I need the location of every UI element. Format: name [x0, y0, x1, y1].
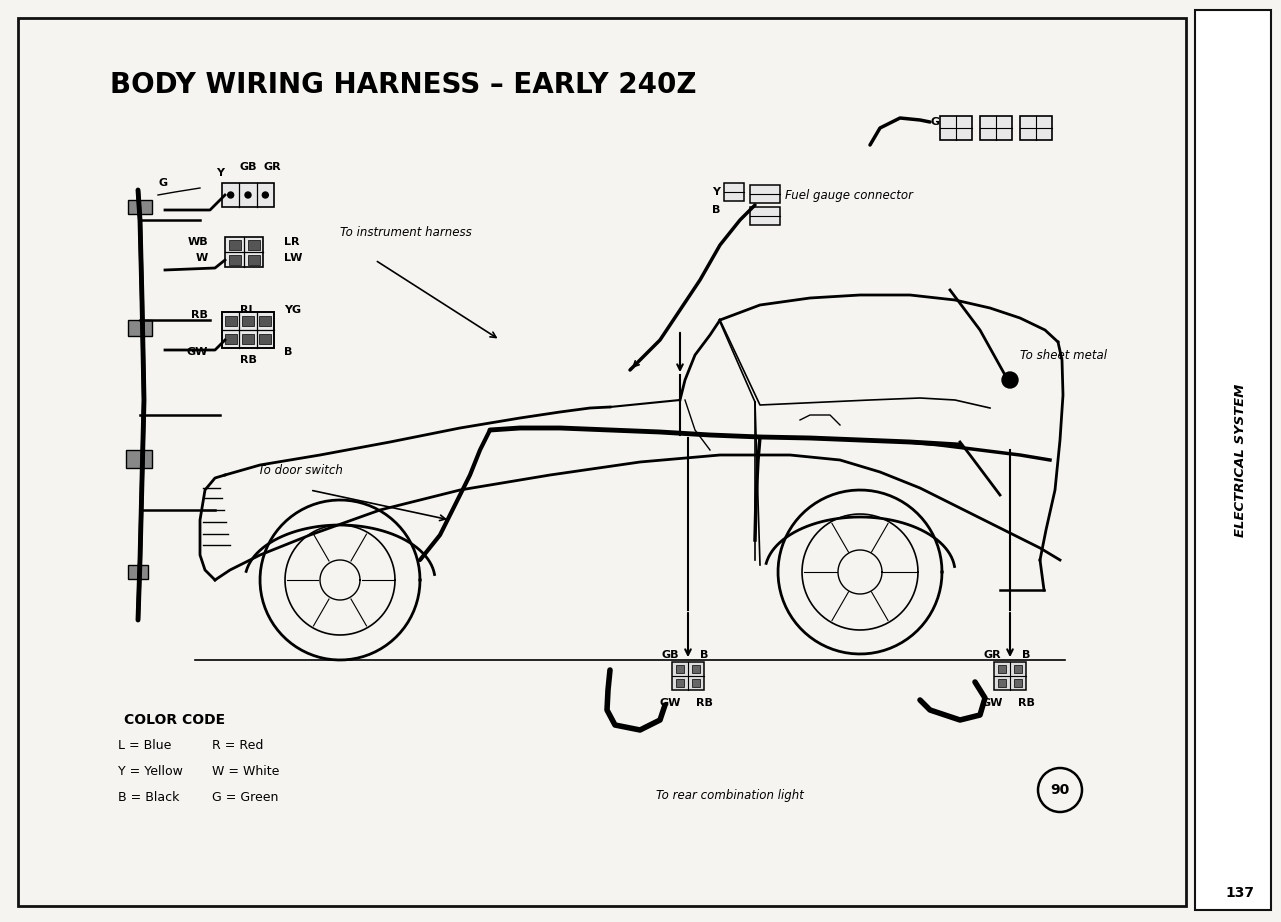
Text: RB: RB — [1017, 698, 1035, 708]
Text: GB: GB — [661, 650, 679, 660]
Bar — [247, 240, 260, 250]
Bar — [749, 185, 780, 203]
Bar — [1015, 665, 1022, 673]
Bar — [247, 254, 260, 265]
Text: W = White: W = White — [211, 764, 279, 777]
Bar — [225, 237, 263, 267]
Bar — [940, 116, 972, 140]
Bar — [128, 200, 152, 214]
Bar — [724, 183, 744, 201]
Text: 137: 137 — [1226, 886, 1254, 900]
Text: B: B — [284, 347, 292, 357]
Text: Y: Y — [216, 168, 224, 178]
Bar — [242, 316, 254, 326]
Bar — [998, 665, 1006, 673]
Bar — [673, 662, 705, 690]
Bar — [126, 450, 152, 468]
Text: LW: LW — [284, 253, 302, 263]
Bar — [676, 665, 684, 673]
Text: GR: GR — [263, 162, 281, 172]
Bar — [1020, 116, 1052, 140]
Bar — [692, 679, 699, 687]
Text: Y = Yellow: Y = Yellow — [118, 764, 183, 777]
Bar — [980, 116, 1012, 140]
Text: RL: RL — [241, 305, 256, 315]
Text: 90: 90 — [1050, 783, 1070, 797]
Text: Fuel gauge connector: Fuel gauge connector — [785, 188, 913, 202]
Text: L = Blue: L = Blue — [118, 739, 172, 751]
Bar — [228, 254, 241, 265]
Text: B: B — [1022, 650, 1030, 660]
Text: B: B — [699, 650, 708, 660]
Text: To rear combination light: To rear combination light — [656, 788, 804, 801]
Text: G: G — [159, 178, 168, 188]
Text: G = Green: G = Green — [211, 790, 278, 803]
Bar — [224, 316, 237, 326]
Text: WB: WB — [187, 237, 208, 247]
Text: COLOR CODE: COLOR CODE — [124, 713, 225, 727]
Text: ELECTRICAL SYSTEM: ELECTRICAL SYSTEM — [1234, 384, 1246, 537]
Text: To instrument harness: To instrument harness — [339, 226, 471, 239]
Text: GW: GW — [981, 698, 1003, 708]
Text: W: W — [196, 253, 208, 263]
Bar — [128, 320, 152, 336]
Bar — [994, 662, 1026, 690]
Text: GR: GR — [984, 650, 1000, 660]
Bar — [259, 316, 272, 326]
Circle shape — [263, 192, 268, 198]
Bar — [692, 665, 699, 673]
Circle shape — [245, 192, 251, 198]
Circle shape — [228, 192, 233, 198]
Text: To door switch: To door switch — [257, 464, 343, 477]
Bar — [676, 679, 684, 687]
Bar — [749, 207, 780, 225]
Bar — [998, 679, 1006, 687]
Text: LR: LR — [284, 237, 300, 247]
Text: GB: GB — [240, 162, 256, 172]
Bar — [1195, 10, 1271, 910]
Bar — [242, 334, 254, 344]
Bar — [222, 312, 274, 348]
Text: B = Black: B = Black — [118, 790, 179, 803]
Bar — [259, 334, 272, 344]
Text: RB: RB — [696, 698, 712, 708]
Text: R = Red: R = Red — [211, 739, 264, 751]
Text: B: B — [712, 205, 720, 215]
Bar — [128, 565, 149, 579]
Text: RB: RB — [240, 355, 256, 365]
Text: BODY WIRING HARNESS – EARLY 240Z: BODY WIRING HARNESS – EARLY 240Z — [110, 71, 697, 99]
Text: GW: GW — [187, 347, 208, 357]
Bar — [222, 183, 274, 207]
Text: G: G — [930, 117, 939, 127]
Text: YG: YG — [284, 305, 301, 315]
Text: Y: Y — [712, 187, 720, 197]
Bar — [228, 240, 241, 250]
Bar — [224, 334, 237, 344]
Text: RB: RB — [191, 310, 208, 320]
Text: To sheet metal: To sheet metal — [1020, 349, 1107, 361]
Bar — [1015, 679, 1022, 687]
Text: GW: GW — [660, 698, 680, 708]
Circle shape — [1002, 372, 1018, 388]
